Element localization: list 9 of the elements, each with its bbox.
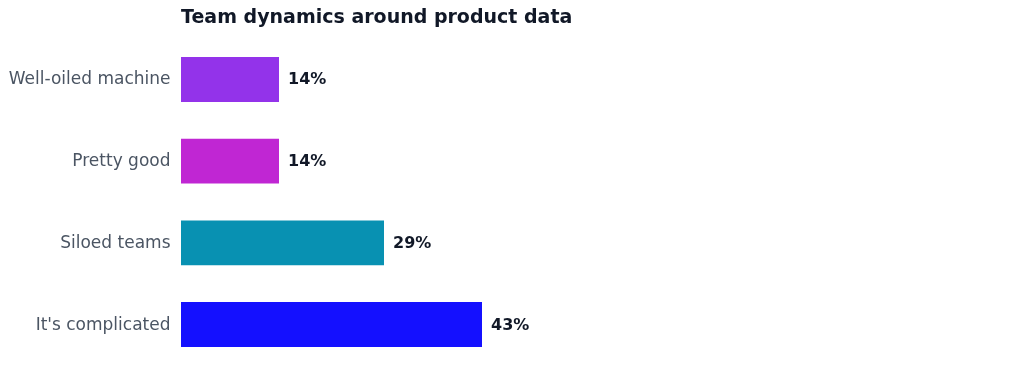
data-label: 43% bbox=[491, 314, 530, 334]
data-label: 14% bbox=[288, 69, 327, 89]
y-tick-label: It's complicated bbox=[35, 313, 171, 334]
y-tick-label: Pretty good bbox=[72, 150, 171, 171]
y-tick-label: Well-oiled machine bbox=[8, 68, 171, 89]
data-label: 29% bbox=[393, 232, 432, 252]
data-label: 14% bbox=[288, 151, 327, 171]
y-tick-label: Siloed teams bbox=[60, 231, 171, 252]
chart-title: Team dynamics around product data bbox=[181, 5, 573, 27]
